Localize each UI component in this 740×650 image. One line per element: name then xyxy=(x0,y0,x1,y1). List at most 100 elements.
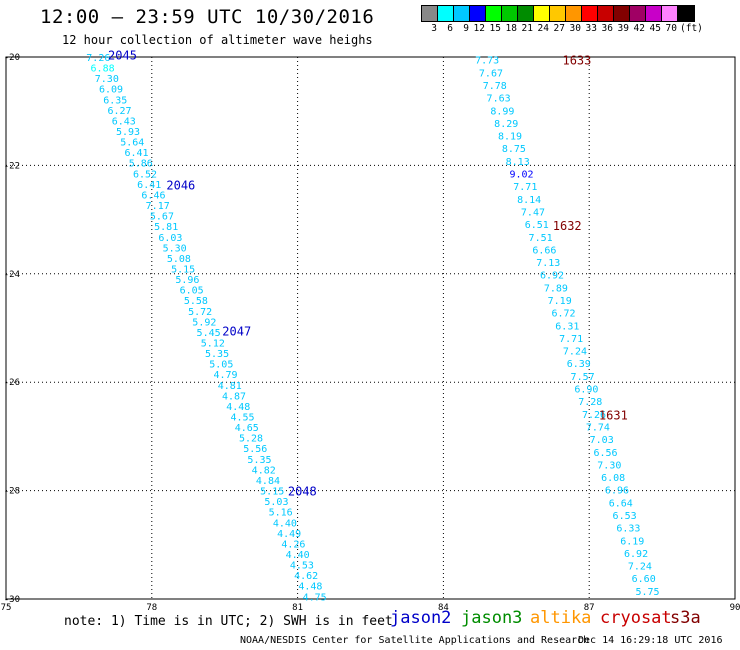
scale-swatch xyxy=(582,6,598,21)
scale-swatch xyxy=(678,6,694,21)
wave-height-value: 4.65 xyxy=(235,423,259,434)
wave-height-value: 5.96 xyxy=(175,275,199,286)
y-tick-label: -26 xyxy=(4,378,20,388)
pass-number-label: 2045 xyxy=(108,48,137,62)
wave-height-value: 6.96 xyxy=(605,486,629,497)
wave-height-value: 4.82 xyxy=(252,465,276,476)
satellite-label-altika: altika xyxy=(530,608,592,628)
wave-height-value: 7.26 xyxy=(582,410,606,421)
wave-height-value: 5.08 xyxy=(167,254,191,265)
wave-height-value: 4.40 xyxy=(286,550,310,561)
scale-swatch xyxy=(454,6,470,21)
scale-swatch xyxy=(550,6,566,21)
wave-height-value: 5.58 xyxy=(184,296,208,307)
wave-height-value: 6.41 xyxy=(124,148,148,159)
chart-title: 12:00 – 23:59 UTC 10/30/2016 xyxy=(40,6,375,28)
wave-height-value: 5.15 xyxy=(171,264,195,275)
wave-height-value: 8.13 xyxy=(506,157,530,168)
scale-label: 39 xyxy=(617,23,629,34)
wave-height-value: 7.26 xyxy=(86,53,110,64)
y-tick-label: -20 xyxy=(4,53,20,63)
pass-number-label: 2046 xyxy=(166,178,195,192)
wave-height-value: 5.05 xyxy=(209,360,233,371)
scale-label: 24 xyxy=(537,23,549,34)
wave-height-value: 7.24 xyxy=(563,347,587,358)
pass-number-label: 1632 xyxy=(553,219,582,233)
wave-height-value: 8.75 xyxy=(502,144,526,155)
wave-height-value: 8.14 xyxy=(517,195,541,206)
wave-height-value: 6.05 xyxy=(180,286,204,297)
wave-height-value: 5.30 xyxy=(163,243,187,254)
scale-label: 30 xyxy=(569,23,581,34)
scale-swatch xyxy=(422,6,438,21)
x-tick-label: 81 xyxy=(292,603,303,613)
pass-number-label: 2048 xyxy=(288,485,317,499)
wave-height-value: 7.47 xyxy=(521,207,545,218)
wave-height-value: 6.35 xyxy=(103,95,127,106)
footer-note: note: 1) Time is in UTC; 2) SWH is in fe… xyxy=(64,614,393,629)
wave-height-value: 6.88 xyxy=(91,64,115,75)
x-tick-label: 84 xyxy=(438,603,449,613)
satellite-label-s3a: s3a xyxy=(670,608,701,628)
wave-height-value: 6.08 xyxy=(601,473,625,484)
scale-label: 3 xyxy=(431,23,437,34)
wave-height-value: 5.45 xyxy=(197,328,221,339)
scale-swatch xyxy=(662,6,678,21)
scale-swatch xyxy=(598,6,614,21)
wave-height-value: 6.64 xyxy=(609,498,633,509)
wave-height-value: 4.62 xyxy=(294,571,318,582)
scale-label: 12 xyxy=(473,23,485,34)
wave-height-value: 7.71 xyxy=(559,334,583,345)
wave-height-value: 5.93 xyxy=(116,127,140,138)
wave-height-value: 7.57 xyxy=(571,372,595,383)
wave-height-value: 6.39 xyxy=(567,359,591,370)
scale-label: 42 xyxy=(633,23,645,34)
wave-height-value: 6.09 xyxy=(99,85,123,96)
scale-label: 9 xyxy=(463,23,469,34)
y-tick-label: -28 xyxy=(4,487,20,497)
wave-height-value: 7.63 xyxy=(487,94,511,105)
pass-number-label: 2047 xyxy=(222,325,251,339)
wave-height-value: 8.29 xyxy=(494,119,518,130)
x-tick-label: 87 xyxy=(584,603,595,613)
map-frame xyxy=(5,56,736,600)
wave-height-value: 5.86 xyxy=(129,159,153,170)
wave-height-value: 7.30 xyxy=(597,460,621,471)
wave-height-value: 5.28 xyxy=(239,434,263,445)
wave-height-value: 7.19 xyxy=(548,296,572,307)
wave-height-value: 6.66 xyxy=(532,245,556,256)
wave-height-value: 4.26 xyxy=(281,539,305,550)
wave-height-value: 6.31 xyxy=(555,321,579,332)
wave-height-value: 4.48 xyxy=(298,582,322,593)
scale-label: 33 xyxy=(585,23,597,34)
credit-line: NOAA/NESDIS Center for Satellite Applica… xyxy=(240,635,590,646)
y-tick-label: -22 xyxy=(4,161,20,171)
wave-height-value: 5.75 xyxy=(635,587,659,598)
wave-height-value: 6.19 xyxy=(620,536,644,547)
wave-height-value: 6.90 xyxy=(574,385,598,396)
wave-height-value: 4.84 xyxy=(256,476,280,487)
scale-label: 70 xyxy=(665,23,677,34)
wave-height-value: 6.43 xyxy=(112,116,136,127)
wave-height-value: 6.92 xyxy=(624,549,648,560)
pass-number-label: 1631 xyxy=(599,409,628,423)
satellite-label-cryosat: cryosat xyxy=(600,608,672,628)
wave-height-value: 5.35 xyxy=(247,455,271,466)
x-tick-label: 90 xyxy=(730,603,740,613)
wave-height-value: 5.92 xyxy=(192,317,216,328)
chart-subtitle: 12 hour collection of altimeter wave hei… xyxy=(62,33,373,47)
wave-height-value: 6.60 xyxy=(632,574,656,585)
wave-height-value: 6.03 xyxy=(158,233,182,244)
scale-label: 18 xyxy=(505,23,517,34)
wave-height-value: 7.71 xyxy=(513,182,537,193)
wave-height-value: 7.30 xyxy=(95,74,119,85)
wave-height-value: 4.81 xyxy=(218,381,242,392)
wave-height-value: 7.13 xyxy=(536,258,560,269)
generation-timestamp: Dec 14 16:29:18 UTC 2016 xyxy=(578,635,723,646)
scale-swatch xyxy=(630,6,646,21)
wave-height-value: 6.27 xyxy=(107,106,131,117)
wave-height-value: 7.24 xyxy=(628,562,652,573)
wave-height-value: 4.49 xyxy=(277,529,301,540)
color-scale-labels: 3 6 9 12 15 18 21 24 27 30 33 36 39 42 45 70 (ft) xyxy=(421,23,706,34)
wave-height-value: 6.51 xyxy=(525,220,549,231)
